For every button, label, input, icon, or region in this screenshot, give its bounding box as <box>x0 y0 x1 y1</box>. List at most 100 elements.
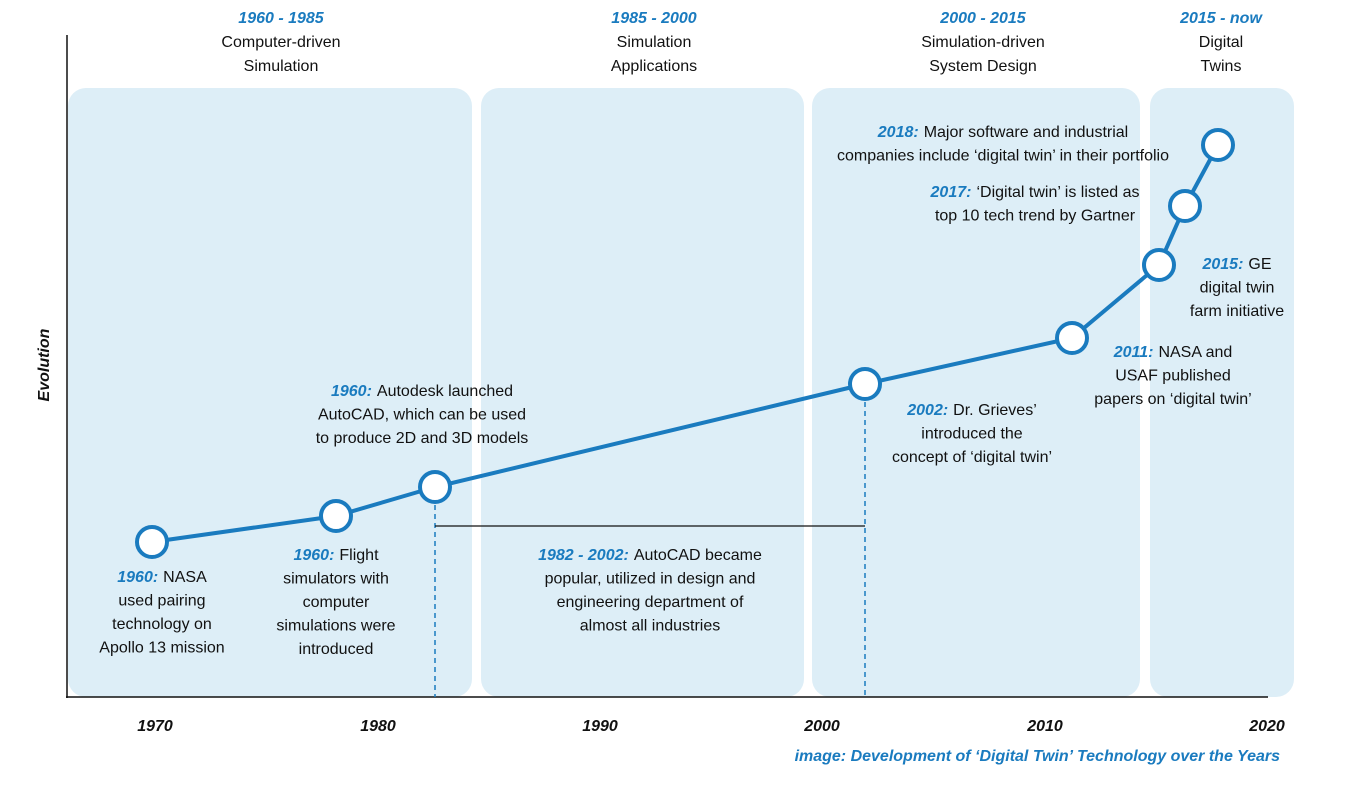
event-line: GE <box>1248 256 1271 273</box>
y-axis-label: Evolution <box>36 328 53 401</box>
event-line: farm initiative <box>1190 303 1284 320</box>
event-line: papers on ‘digital twin’ <box>1094 391 1251 408</box>
era-label: Simulation <box>244 58 319 75</box>
era-label: Twins <box>1201 58 1242 75</box>
event-text: popular, utilized in design and <box>545 571 756 588</box>
event-date: 1960: <box>117 569 158 586</box>
event-date: 2015: <box>1201 256 1243 273</box>
era-years: 1960 - 1985 <box>238 10 325 27</box>
milestone <box>135 525 169 559</box>
event-text: 2002: Dr. Grieves’ <box>906 402 1037 419</box>
era-years: 1985 - 2000 <box>611 10 697 27</box>
milestone <box>848 367 882 401</box>
x-tick-label: 1990 <box>582 718 618 735</box>
event-text: computer <box>303 594 370 611</box>
event-text: AutoCAD, which can be used <box>318 407 526 424</box>
event-text: to produce 2D and 3D models <box>316 430 529 447</box>
x-tick-label: 2010 <box>1026 718 1063 735</box>
event-line: Dr. Grieves’ <box>953 402 1037 419</box>
era-panel <box>481 88 804 697</box>
event-text: almost all industries <box>580 618 721 635</box>
event-text: 2015: GE <box>1201 256 1271 273</box>
event-date: 1960: <box>293 547 334 564</box>
era-panel <box>812 88 1140 697</box>
event-date: 2017: <box>930 184 972 201</box>
event-text: introduced the <box>921 426 1023 443</box>
event-text: digital twin <box>1200 280 1275 297</box>
x-tick-label: 2000 <box>803 718 840 735</box>
event-text: companies include ‘digital twin’ in thei… <box>837 148 1169 165</box>
era-label: Applications <box>611 58 697 75</box>
event-line: top 10 tech trend by Gartner <box>935 208 1136 225</box>
event-date: 1982 - 2002: <box>538 547 629 564</box>
event-line: used pairing <box>118 593 205 610</box>
event-line: USAF published <box>1115 368 1231 385</box>
era-years: 2000 - 2015 <box>939 10 1027 27</box>
era-panel <box>1150 88 1294 697</box>
event-text: 1960: NASA <box>117 569 207 586</box>
era-label: System Design <box>929 58 1037 75</box>
event-line: Major software and industrial <box>924 124 1129 141</box>
event-text: concept of ‘digital twin’ <box>892 449 1052 466</box>
event-text: 2018: Major software and industrial <box>877 124 1128 141</box>
event-line: AutoCAD became <box>634 547 762 564</box>
event-text: technology on <box>112 616 212 633</box>
event-date: 1960: <box>331 383 372 400</box>
event-date: 2002: <box>906 402 948 419</box>
event-date: 2018: <box>877 124 919 141</box>
event-text: simulations were <box>276 618 395 635</box>
event-line: engineering department of <box>557 594 744 611</box>
event-text: engineering department of <box>557 594 744 611</box>
event-line: NASA and <box>1158 344 1232 361</box>
event-line: Apollo 13 mission <box>99 640 224 657</box>
event-text: farm initiative <box>1190 303 1284 320</box>
event-text: 1960: Autodesk launched <box>331 383 513 400</box>
event-line: technology on <box>112 616 212 633</box>
era-years: 2015 - now <box>1179 10 1263 27</box>
x-tick-label: 1970 <box>137 718 173 735</box>
era-panels <box>68 88 1294 697</box>
event-line: NASA <box>163 569 207 586</box>
era-panel <box>68 88 472 697</box>
event-line: Autodesk launched <box>377 383 513 400</box>
event-date: 2011: <box>1113 344 1154 361</box>
event-line: digital twin <box>1200 280 1275 297</box>
era-label: Digital <box>1199 34 1243 51</box>
event-text: top 10 tech trend by Gartner <box>935 208 1136 225</box>
event-line: AutoCAD, which can be used <box>318 407 526 424</box>
event-text: USAF published <box>1115 368 1231 385</box>
milestone <box>1168 189 1202 223</box>
milestone <box>1055 321 1089 355</box>
milestone <box>1142 248 1176 282</box>
event-line: to produce 2D and 3D models <box>316 430 529 447</box>
x-tick-label: 2020 <box>1248 718 1285 735</box>
era-label: Computer-driven <box>221 34 340 51</box>
event-line: introduced the <box>921 426 1023 443</box>
event-text: used pairing <box>118 593 205 610</box>
event-line: popular, utilized in design and <box>545 571 756 588</box>
era-label: Simulation <box>617 34 692 51</box>
event-text: 2011: NASA and <box>1113 344 1233 361</box>
event-text: 1982 - 2002: AutoCAD became <box>538 547 762 564</box>
event-line: companies include ‘digital twin’ in thei… <box>837 148 1169 165</box>
caption: image: Development of ‘Digital Twin’ Tec… <box>795 748 1281 765</box>
event-text: 1960: Flight <box>293 547 379 564</box>
event-line: ‘Digital twin’ is listed as <box>976 184 1139 201</box>
event-line: computer <box>303 594 370 611</box>
milestone <box>1201 128 1235 162</box>
event-line: simulations were <box>276 618 395 635</box>
era-label: Simulation-driven <box>921 34 1045 51</box>
event-text: papers on ‘digital twin’ <box>1094 391 1251 408</box>
event-text: 2017: ‘Digital twin’ is listed as <box>930 184 1140 201</box>
milestone <box>418 470 452 504</box>
x-tick-label: 1980 <box>360 718 396 735</box>
event-line: simulators with <box>283 571 389 588</box>
event-line: almost all industries <box>580 618 721 635</box>
event-line: concept of ‘digital twin’ <box>892 449 1052 466</box>
milestone <box>319 499 353 533</box>
event-line: introduced <box>299 641 374 658</box>
event-text: introduced <box>299 641 374 658</box>
event-text: Apollo 13 mission <box>99 640 224 657</box>
